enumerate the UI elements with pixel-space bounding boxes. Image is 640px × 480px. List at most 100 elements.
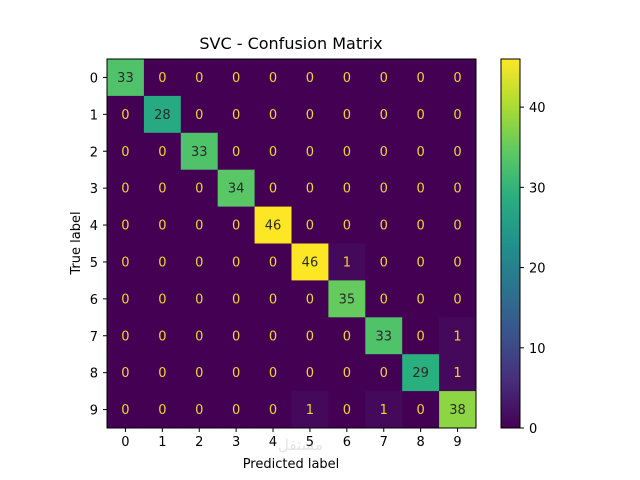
- heatmap-cell: [365, 280, 403, 318]
- cell-value: 0: [195, 403, 203, 418]
- cell-value: 0: [306, 71, 314, 86]
- heatmap-cell: [107, 280, 145, 318]
- y-tick-label: 9: [90, 404, 98, 419]
- heatmap-cell: [107, 317, 145, 355]
- heatmap-cell: [143, 243, 182, 281]
- cell-value: 1: [380, 403, 388, 418]
- heatmap-cell: [180, 280, 219, 318]
- cell-value: 0: [269, 366, 277, 381]
- cell-value: 0: [232, 219, 240, 234]
- cell-value: 0: [417, 219, 425, 234]
- cell-value: 0: [158, 255, 166, 270]
- heatmap-cell: [439, 243, 477, 281]
- cell-value: 0: [417, 292, 425, 307]
- x-tick-label: 1: [158, 435, 166, 450]
- heatmap-cell: [402, 59, 440, 97]
- heatmap-cell: [107, 243, 145, 281]
- cell-value: 0: [195, 255, 203, 270]
- heatmap-cell: [328, 206, 366, 244]
- heatmap-cell: [107, 169, 145, 208]
- cell-value: 0: [306, 366, 314, 381]
- heatmap-cell: [254, 354, 292, 392]
- y-tick-label: 4: [90, 219, 98, 234]
- heatmap-cell: [291, 317, 329, 355]
- cell-value: 0: [453, 219, 461, 234]
- heatmap-cell: [180, 132, 219, 171]
- heatmap-cell: [365, 59, 403, 97]
- cell-value: 0: [269, 71, 277, 86]
- cell-value: 0: [269, 255, 277, 270]
- cell-value: 0: [343, 71, 351, 86]
- heatmap-cell: [291, 280, 329, 318]
- x-tick-label: 3: [232, 435, 240, 450]
- cell-value: 0: [306, 108, 314, 123]
- heatmap-cell: [291, 95, 329, 134]
- y-axis-label: True label: [69, 211, 84, 275]
- cell-value: 0: [232, 255, 240, 270]
- cell-value: 0: [417, 71, 425, 86]
- colorbar-tick-label: 30: [529, 181, 546, 196]
- heatmap-cell: [180, 317, 219, 355]
- cell-value: 0: [195, 71, 203, 86]
- heatmap-cell: [143, 132, 182, 171]
- cell-value: 0: [343, 145, 351, 160]
- cell-value: 0: [417, 108, 425, 123]
- heatmap-cell: [291, 59, 329, 97]
- heatmap-cell: [143, 206, 182, 244]
- cell-value: 0: [343, 329, 351, 344]
- x-tick-label: 8: [417, 435, 425, 450]
- heatmap-cell: [107, 391, 145, 429]
- heatmap-cell: [365, 169, 403, 208]
- cell-value: 0: [269, 329, 277, 344]
- heatmap-cell: [217, 169, 256, 208]
- colorbar-tick-label: 40: [529, 101, 546, 116]
- y-tick-label: 0: [90, 71, 98, 86]
- heatmap-cell: [107, 95, 145, 134]
- heatmap-cell: [291, 354, 329, 392]
- heatmap-cell: [402, 354, 440, 392]
- cell-value: 0: [306, 219, 314, 234]
- heatmap-cell: [439, 391, 477, 429]
- x-tick-label: 6: [343, 435, 351, 450]
- heatmap-cell: [217, 354, 256, 392]
- heatmap-cell: [180, 59, 219, 97]
- heatmap-cell: [439, 280, 477, 318]
- cell-value: 0: [158, 219, 166, 234]
- heatmap-cell: [180, 206, 219, 244]
- cell-value: 0: [121, 255, 129, 270]
- cell-value: 0: [195, 292, 203, 307]
- cell-value: 0: [417, 403, 425, 418]
- cell-value: 0: [232, 108, 240, 123]
- y-tick-label: 6: [90, 293, 98, 308]
- heatmap-cell: [402, 243, 440, 281]
- cell-value: 0: [121, 182, 129, 197]
- cell-value: 0: [380, 292, 388, 307]
- y-tick-label: 2: [90, 145, 98, 160]
- cell-value: 0: [417, 145, 425, 160]
- heatmap-cell: [254, 206, 292, 244]
- heatmap-cell: [143, 169, 182, 208]
- heatmap-cell: [365, 354, 403, 392]
- heatmap-cell: [291, 206, 329, 244]
- cell-value: 0: [417, 182, 425, 197]
- cell-value: 0: [453, 145, 461, 160]
- heatmap-cell: [254, 243, 292, 281]
- cell-value: 0: [158, 329, 166, 344]
- heatmap-cell: [402, 95, 440, 134]
- heatmap-cell: [402, 169, 440, 208]
- heatmap-cell: [217, 59, 256, 97]
- cell-value: 0: [380, 366, 388, 381]
- heatmap-cell: [254, 95, 292, 134]
- x-tick-label: 7: [380, 435, 388, 450]
- heatmap-cell: [439, 317, 477, 355]
- heatmap-cell: [291, 132, 329, 171]
- cell-value: 0: [121, 145, 129, 160]
- heatmap-cell: [254, 317, 292, 355]
- cell-value: 0: [269, 145, 277, 160]
- heatmap-cell: [328, 59, 366, 97]
- heatmap-cell: [291, 169, 329, 208]
- cell-value: 0: [306, 329, 314, 344]
- cell-value: 0: [380, 182, 388, 197]
- cell-value: 0: [417, 255, 425, 270]
